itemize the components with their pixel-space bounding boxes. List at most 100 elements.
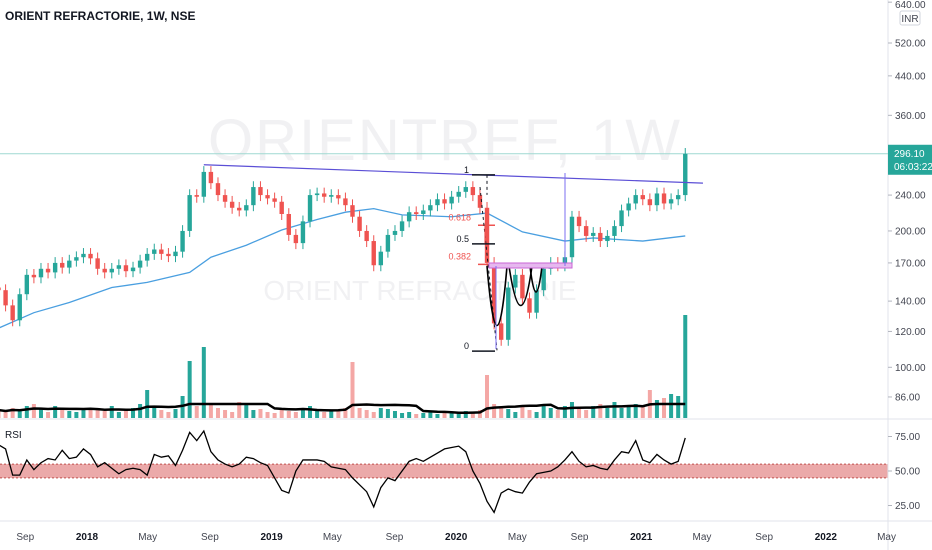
candle-body <box>683 153 688 196</box>
candle-body <box>300 221 306 244</box>
volume-bar <box>485 375 490 418</box>
candle-body <box>336 195 341 199</box>
volume-bar <box>619 408 624 418</box>
rsi-line-path <box>0 429 686 514</box>
volume-bar <box>95 410 100 418</box>
symbol-watermark: ORIENTREF, 1W <box>208 108 682 173</box>
currency-button[interactable] <box>899 10 921 26</box>
candle-body <box>612 226 617 236</box>
candle-body <box>17 294 22 321</box>
volume-bar <box>605 408 610 418</box>
candle-body <box>329 195 334 197</box>
volume-bar <box>591 406 596 418</box>
price-tick-label: 360.00 <box>895 111 926 122</box>
candle-body <box>159 249 164 254</box>
volume-bar <box>350 362 355 418</box>
candle-body <box>392 230 398 235</box>
candle-body <box>265 195 270 199</box>
resistance-trendline[interactable] <box>203 164 703 184</box>
candle-body <box>633 195 638 204</box>
volume-bar <box>67 411 72 418</box>
rsi-band-fill <box>0 464 888 478</box>
volume-bar <box>293 412 298 418</box>
volume-bar <box>336 410 341 418</box>
volume-bar <box>669 394 674 418</box>
volume-bar <box>0 410 1 418</box>
volume-bar <box>159 410 164 418</box>
candle-body <box>314 193 320 196</box>
candle-body <box>371 241 376 266</box>
volume-bar <box>145 390 150 418</box>
time-axis[interactable]: Sep 2018 May Sep 2019 May Sep 2020 May Sep 2021 May… <box>16 532 896 543</box>
volume-bar <box>17 411 22 418</box>
candle-body <box>605 235 610 242</box>
volume-bar <box>385 409 390 418</box>
price-tick-label: 140.00 <box>895 297 926 308</box>
candle-body <box>513 274 518 288</box>
handle-curve[interactable] <box>529 265 543 293</box>
candle-body <box>463 187 468 192</box>
fib-level-label: 0.5 <box>456 234 469 244</box>
candle-body <box>81 253 86 258</box>
volume-bar <box>166 412 171 418</box>
candle-body <box>237 207 242 211</box>
volume-bars <box>0 315 688 418</box>
volume-bar <box>123 409 128 418</box>
volume-bar <box>414 414 419 418</box>
candle-body <box>414 212 419 214</box>
breakout-zone[interactable] <box>488 262 573 269</box>
candle-body <box>123 265 129 272</box>
candle-body <box>173 251 178 257</box>
candle-body <box>307 195 313 222</box>
volume-bar <box>392 411 397 418</box>
volume-bar <box>53 406 58 418</box>
candle-body <box>38 268 44 278</box>
candle-body <box>45 268 51 273</box>
candle-body <box>399 221 405 231</box>
candle-body <box>449 196 454 204</box>
candle-body <box>258 187 263 196</box>
volume-bar <box>265 412 270 418</box>
price-tick-label: 200.00 <box>895 226 926 237</box>
volume-bar <box>223 410 228 418</box>
volume-bar <box>138 404 143 418</box>
drawings[interactable]: 1 0.618 0.5 0.382 0 <box>203 164 703 352</box>
price-tick-label: 240.00 <box>895 191 926 202</box>
volume-bar <box>562 406 567 418</box>
volume-bar <box>46 412 51 418</box>
volume-bar <box>152 408 157 418</box>
volume-bar <box>10 408 15 418</box>
candle-body <box>477 195 483 208</box>
volume-bar <box>640 406 645 418</box>
fib-level-label: 0 <box>464 341 469 351</box>
time-tick-label: May <box>323 532 342 543</box>
candle-body <box>67 260 72 268</box>
price-tick-label: 86.00 <box>895 392 920 403</box>
candle-body <box>321 193 327 197</box>
candle-body <box>470 187 476 196</box>
moving-average <box>0 207 686 329</box>
volume-bar <box>513 412 518 418</box>
volume-bar <box>612 402 617 418</box>
candle-body <box>378 251 384 266</box>
candle-body <box>626 203 631 211</box>
volume-bar <box>88 408 93 418</box>
candle-body <box>520 274 525 299</box>
time-tick-label: May <box>508 532 527 543</box>
price-tick-label: 120.00 <box>895 327 926 338</box>
price-axis[interactable]: 640.00 520.00 440.00 360.00 240.00 200.00 170.… <box>888 0 932 512</box>
volume-bar <box>38 409 43 418</box>
volume-bar <box>477 410 482 418</box>
cup-curve[interactable] <box>508 265 533 306</box>
cup-curve[interactable] <box>486 265 508 326</box>
volume-bar <box>421 413 426 418</box>
time-tick-label: 2018 <box>76 532 99 543</box>
candle-body <box>576 216 582 227</box>
price-tick-label: 100.00 <box>895 363 926 374</box>
last-price-value: 296.10 <box>894 149 925 160</box>
candle-body <box>661 193 667 204</box>
price-tick-label: 640.00 <box>895 0 926 11</box>
time-tick-label: Sep <box>201 532 219 543</box>
